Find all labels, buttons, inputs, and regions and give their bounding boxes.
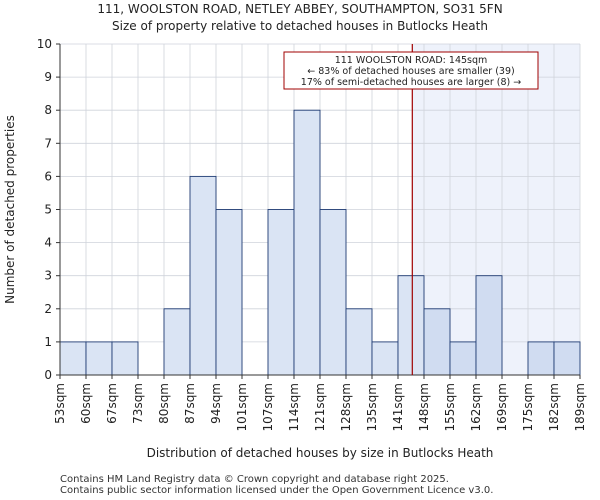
bar <box>449 341 477 376</box>
y-axis-title: Number of detached properties <box>3 115 17 304</box>
annotation-box <box>283 51 539 90</box>
x-tick-label: 182sqm <box>547 383 561 431</box>
y-tick-label: 1 <box>44 335 52 349</box>
x-tick-label: 114sqm <box>287 383 301 431</box>
bar <box>215 209 243 376</box>
y-tick-label: 8 <box>44 103 52 117</box>
bar <box>85 341 113 376</box>
y-tick-label: 5 <box>44 203 52 217</box>
x-tick-label: 94sqm <box>209 383 223 424</box>
chart-subtitle: Size of property relative to detached ho… <box>112 19 488 33</box>
bar <box>59 341 87 376</box>
bar <box>423 308 451 376</box>
y-tick-label: 4 <box>44 236 52 250</box>
x-tick-label: 73sqm <box>131 383 145 424</box>
x-tick-label: 128sqm <box>339 383 353 431</box>
x-tick-label: 53sqm <box>53 383 67 424</box>
y-tick-label: 2 <box>44 302 52 316</box>
y-tick-label: 7 <box>44 136 52 150</box>
bar <box>319 209 347 376</box>
x-tick-label: 135sqm <box>365 383 379 431</box>
y-tick-label: 6 <box>44 169 52 183</box>
annotation-line-2: ← 83% of detached houses are smaller (39… <box>307 66 514 77</box>
x-tick-label: 101sqm <box>235 383 249 431</box>
x-tick-label: 121sqm <box>313 383 327 431</box>
x-tick-label: 175sqm <box>521 383 535 431</box>
bar <box>475 275 503 376</box>
x-tick-label: 80sqm <box>157 383 171 424</box>
annotation-line-3: 17% of semi-detached houses are larger (… <box>301 77 521 88</box>
x-tick-label: 189sqm <box>573 383 587 431</box>
y-tick-label: 10 <box>37 37 52 51</box>
y-tick-label: 3 <box>44 269 52 283</box>
y-tick-label: 0 <box>44 368 52 382</box>
x-axis-title: Distribution of detached houses by size … <box>147 446 494 460</box>
bar <box>553 341 581 376</box>
bar <box>527 341 555 376</box>
bar <box>189 175 217 376</box>
footer-line-2: Contains public sector information licen… <box>60 485 494 496</box>
bar <box>371 341 399 376</box>
bar <box>293 109 321 376</box>
x-tick-label: 141sqm <box>391 383 405 431</box>
x-tick-label: 87sqm <box>183 383 197 424</box>
bar <box>345 308 373 376</box>
x-tick-label: 169sqm <box>495 383 509 431</box>
x-tick-label: 155sqm <box>443 383 457 431</box>
bar <box>111 341 139 376</box>
bar <box>397 275 425 376</box>
x-tick-label: 60sqm <box>79 383 93 424</box>
bar <box>267 209 295 376</box>
bar <box>163 308 191 376</box>
x-tick-label: 162sqm <box>469 383 483 431</box>
x-tick-label: 67sqm <box>105 383 119 424</box>
annotation-line-1: 111 WOOLSTON ROAD: 145sqm <box>335 55 488 66</box>
x-tick-label: 148sqm <box>417 383 431 431</box>
footer-line-1: Contains HM Land Registry data © Crown c… <box>60 474 449 485</box>
chart-title: 111, WOOLSTON ROAD, NETLEY ABBEY, SOUTHA… <box>97 2 503 16</box>
y-tick-label: 9 <box>44 70 52 84</box>
x-tick-label: 107sqm <box>261 383 275 431</box>
